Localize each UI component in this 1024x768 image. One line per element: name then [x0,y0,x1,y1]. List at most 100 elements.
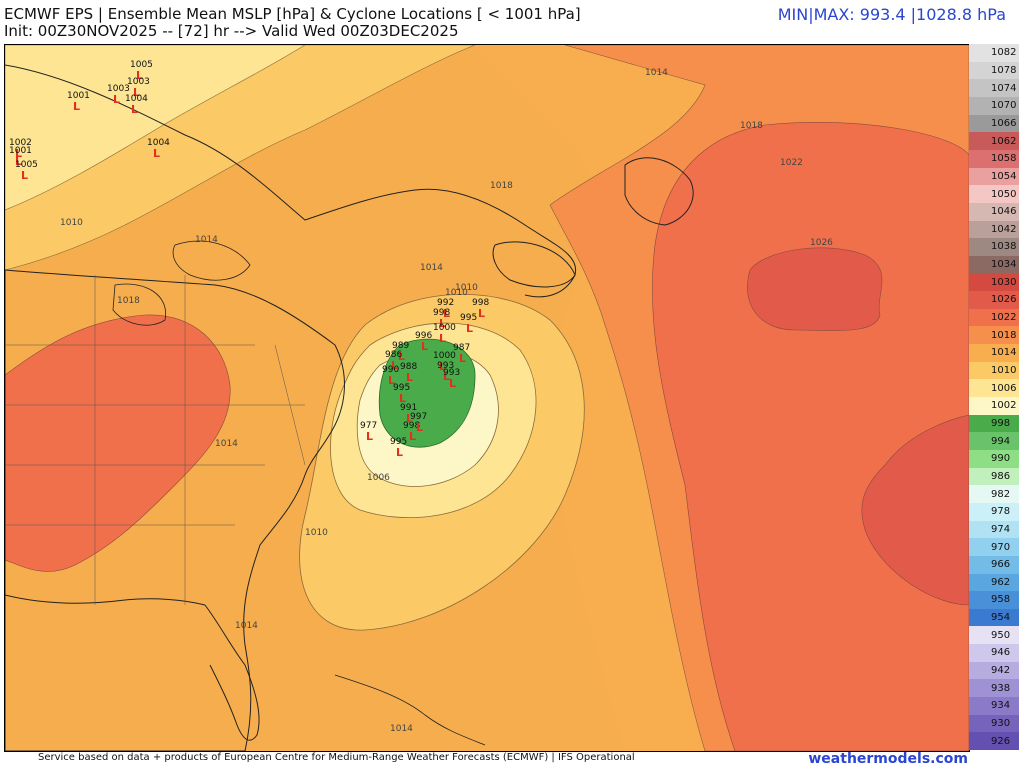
colorbar-label: 1018 [991,329,1017,341]
isobar-labels: 1014 1018 1022 1026 1010 1018 1014 1014 1018 1010… [60,68,833,734]
cyclone-pressure-label: 993 [443,368,460,378]
land-florida [204,604,260,741]
low-998-core [378,338,476,448]
land-canada [5,64,577,298]
cyclone-pressure-label: 995 [393,383,410,393]
colorbar-swatch [969,397,1019,416]
colorbar-label: 990 [991,453,1011,465]
colorbar-label: 1078 [991,64,1017,76]
low-marker-icon: L [478,307,485,320]
isobar-label: 1006 [367,473,390,483]
isobar-label: 1018 [740,121,763,131]
cyclone-pressure-label: 990 [382,365,399,375]
colorbar-label: 1074 [991,82,1017,94]
colorbar-label: 974 [991,523,1011,535]
colorbar-label: 1054 [991,170,1017,182]
brand-link[interactable]: weathermodels.com [808,751,968,767]
low-marker-icon: L [131,103,138,116]
colorbar-label: 1066 [991,117,1017,129]
colorbar-swatch [969,697,1019,716]
colorbar-swatch [969,344,1019,363]
colorbar-swatch [969,449,1019,469]
low-marker-icon: L [366,430,373,443]
low-marker-icon: L [439,360,446,373]
land-great-lakes [112,240,251,326]
isobar-label: 1014 [390,724,413,734]
colorbar-label: 1022 [991,312,1017,324]
colorbar-label: 970 [991,541,1011,553]
cyclone-pressure-label: 1003 [107,84,130,94]
isobar-label: 1022 [780,158,803,168]
high-1026-cell-b [861,414,969,606]
cyclone-pressure-label: 1004 [147,138,170,148]
colorbar-swatch [969,326,1019,345]
isobar-label: 1014 [420,263,443,273]
colorbar-swatch [969,167,1019,186]
low-marker-icon: L [406,412,413,425]
colorbar-label: 1034 [991,259,1017,271]
colorbar-swatch [969,61,1019,80]
low-marker-icon: L [399,392,406,405]
colorbar-label: 982 [991,488,1011,500]
colorbar-label: 1046 [991,206,1017,218]
colorbar-swatch [969,273,1019,292]
cyclone-pressure-label: 977 [360,421,377,431]
colorbar-label: 930 [991,718,1011,730]
colorbar-label: 1058 [991,153,1017,165]
isobar-label: 1010 [455,283,478,293]
colorbar-label: 1026 [991,294,1017,306]
colorbar-label: 962 [991,576,1011,588]
colorbar-swatch [969,379,1019,398]
colorbar-swatch [969,485,1019,504]
min-max-readout: MIN|MAX: 993.4 |1028.8 hPa [777,5,1006,24]
colorbar-swatch [969,714,1019,733]
colorbar-label: 934 [991,700,1011,712]
cyclone-pressure-label: 1002 [9,138,32,148]
low-marker-icon: L [439,317,446,330]
isobar-label: 1014 [235,621,258,631]
low-marker-icon: L [136,69,143,82]
colorbar-label: 1010 [991,365,1017,377]
colorbar-swatch [969,202,1019,221]
pressure-map: 1014 1018 1022 1026 1010 1018 1014 1014 1018 1010… [4,44,970,752]
colorbar-label: 1050 [991,188,1017,200]
low-marker-icon: L [388,374,395,387]
low-marker-icon: L [133,86,140,99]
colorbar-swatch [969,555,1019,574]
colorbar-swatch [969,361,1019,380]
cyclone-pressure-label: 998 [403,421,420,431]
colorbar-label: 1006 [991,382,1017,394]
low-marker-icon: L [466,322,473,335]
cyclone-pressure-label: 1001 [9,146,32,156]
colorbar-label: 1062 [991,135,1017,147]
low-marker-icon: L [459,352,466,365]
land-gulf-coast [5,594,206,606]
colorbar-label: 1070 [991,100,1017,112]
colorbar-swatch [969,608,1019,627]
low-marker-icon: L [406,371,413,384]
cyclone-pressure-label: 992 [437,298,454,308]
cyclone-pressure-label: 989 [392,341,409,351]
low-marker-icon: L [21,169,28,182]
colorbar-swatch [969,414,1019,433]
low-marker-icon: L [443,307,450,320]
low-marker-icon: L [391,359,398,372]
land-caribbean [334,674,486,746]
colorbar-swatch [969,44,1019,63]
cyclone-pressure-label: 995 [460,313,477,323]
cyclone-pressure-label: 1004 [125,94,148,104]
low-marker-icon: L [416,421,423,434]
colorbar-swatch [969,520,1019,539]
cyclone-pressure-label: 998 [472,298,489,308]
land-nova-scotia [492,241,576,288]
low-marker-icon: L [409,430,416,443]
colorbar-label: 942 [991,665,1011,677]
colorbar-swatch [969,679,1019,698]
high-1018-ohio [5,314,231,572]
low-marker-icon: L [153,147,160,160]
colorbar-swatch [969,238,1019,257]
cyclone-pressure-label: 1001 [67,91,90,101]
colorbar-label: 938 [991,682,1011,694]
low-marker-icon: L [396,446,403,459]
colorbar-label: 946 [991,647,1011,659]
